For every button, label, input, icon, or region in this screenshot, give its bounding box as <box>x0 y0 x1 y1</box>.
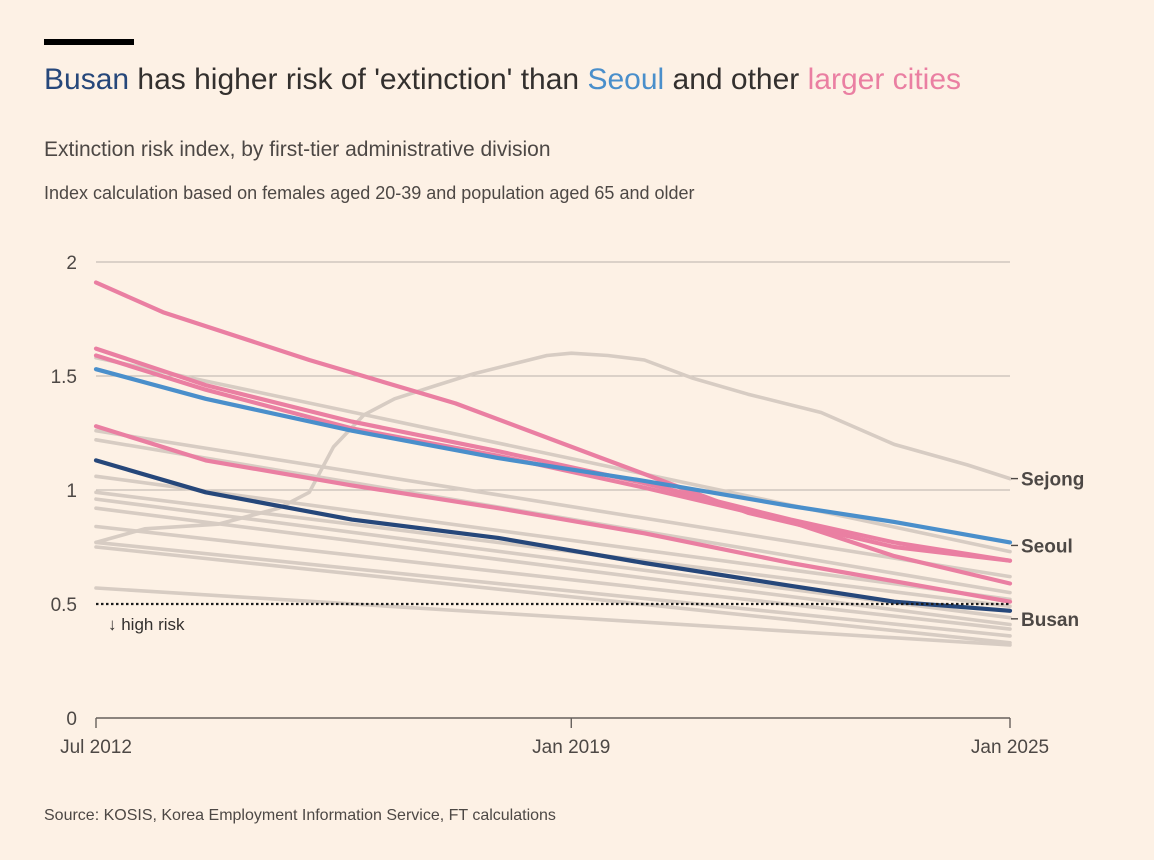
title-busan: Busan <box>44 63 130 96</box>
title-larger-cities: larger cities <box>807 63 962 96</box>
x-tick-label: Jan 2019 <box>532 737 610 758</box>
y-tick-label: 0 <box>66 709 77 730</box>
series-line-other <box>94 586 1012 647</box>
source-note: Source: KOSIS, Korea Employment Informat… <box>44 807 556 824</box>
y-tick-label: 2 <box>66 253 77 274</box>
series-line-seoul <box>93 367 1013 545</box>
end-label-seoul: Seoul <box>1021 536 1073 557</box>
chart-title: Busan has higher risk of 'extinction' th… <box>44 60 961 100</box>
series-line-larger <box>93 353 1013 586</box>
x-tick-label: Jul 2012 <box>60 737 132 758</box>
title-text-1: has higher risk of 'extinction' than <box>129 63 588 96</box>
series-line-larger <box>93 346 1013 563</box>
series-line-larger <box>93 424 1013 604</box>
series-line-other <box>94 428 1012 579</box>
series-line-other <box>94 506 1012 627</box>
y-tick-label: 1.5 <box>51 367 77 388</box>
series-line-larger <box>93 280 1013 563</box>
y-tick-label: 1 <box>66 481 77 502</box>
series-line-other <box>94 524 1012 631</box>
chart-subtitle: Extinction risk index, by first-tier adm… <box>44 138 551 161</box>
end-label-sejong: Sejong <box>1021 470 1084 491</box>
ft-brand-bar <box>44 39 134 45</box>
series-line-other <box>94 540 1012 638</box>
series-line-other <box>94 355 1012 554</box>
high-risk-annotation: ↓ high risk <box>108 615 185 634</box>
title-text-2: and other <box>664 63 808 96</box>
chart-note: Index calculation based on females aged … <box>44 183 695 203</box>
series-line-other <box>94 545 1012 645</box>
title-seoul: Seoul <box>587 63 665 96</box>
x-tick-label: Jan 2025 <box>971 737 1049 758</box>
series-line-other <box>94 474 1012 602</box>
end-label-busan: Busan <box>1021 610 1079 631</box>
y-tick-label: 0.5 <box>51 595 77 616</box>
series-line-busan <box>93 458 1013 613</box>
series-line-sejong <box>94 351 1012 545</box>
